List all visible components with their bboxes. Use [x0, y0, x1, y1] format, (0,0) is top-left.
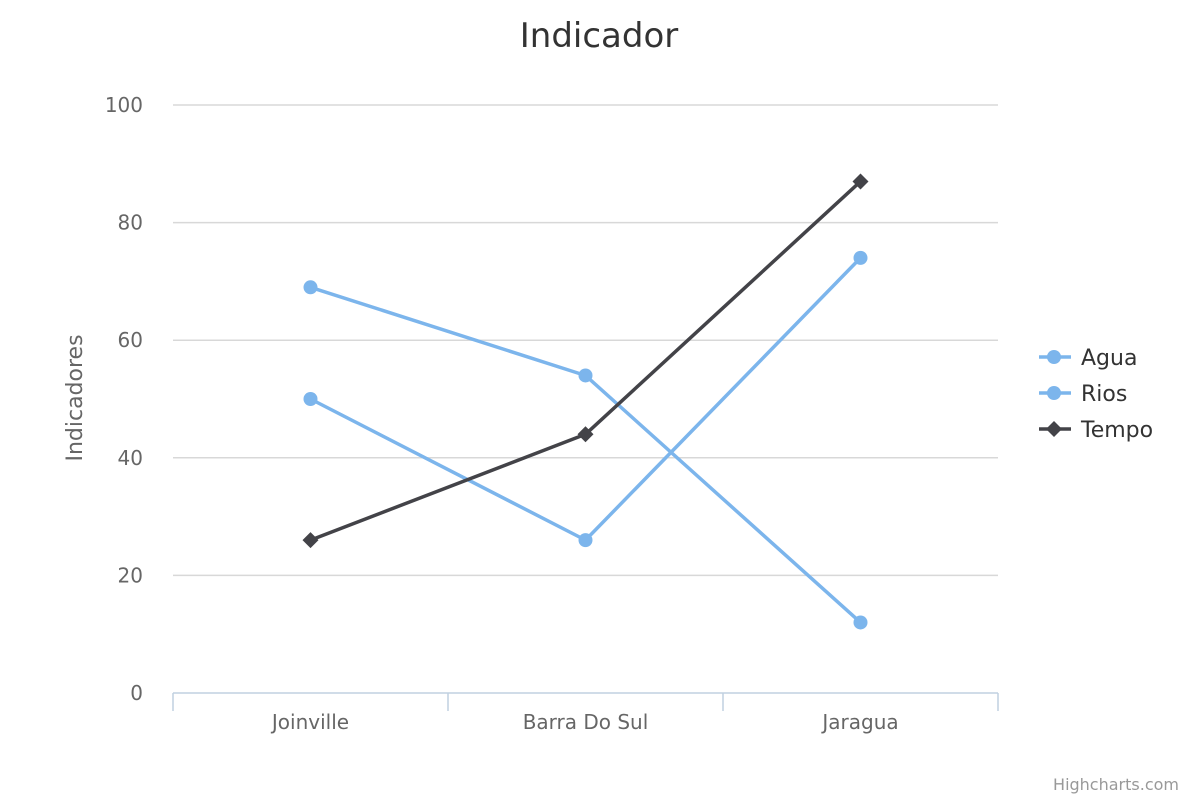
- legend-symbol-marker[interactable]: [1047, 386, 1061, 400]
- y-tick-label: 80: [118, 211, 143, 235]
- x-tick-label: Barra Do Sul: [523, 710, 649, 734]
- legend[interactable]: Agua Rios Tempo: [1039, 346, 1153, 443]
- x-tick-label: Joinville: [270, 710, 349, 734]
- x-tick-label: Jaragua: [820, 710, 898, 734]
- y-tick-label: 40: [118, 446, 143, 470]
- series-line[interactable]: [308, 179, 863, 542]
- data-point[interactable]: [853, 615, 868, 630]
- legend-label: Tempo: [1080, 418, 1153, 443]
- data-point[interactable]: [578, 533, 593, 548]
- x-axis: Joinville Barra Do Sul Jaragua: [172, 692, 999, 734]
- series-line[interactable]: [308, 285, 863, 625]
- y-tick-label: 60: [118, 328, 143, 352]
- legend-symbol-marker[interactable]: [1047, 350, 1061, 364]
- data-point[interactable]: [852, 173, 869, 190]
- legend-label: Agua: [1081, 346, 1137, 371]
- y-tick-label: 0: [130, 681, 143, 705]
- legend-symbol-marker[interactable]: [1046, 421, 1062, 437]
- legend-label: Rios: [1081, 382, 1127, 407]
- y-tick-label: 20: [118, 563, 143, 587]
- y-axis-ticks: 0 20 40 60 80 100: [105, 93, 143, 705]
- chart-title: Indicador: [520, 16, 679, 56]
- data-point[interactable]: [578, 368, 593, 383]
- data-point[interactable]: [303, 280, 318, 295]
- legend-item-agua[interactable]: Agua: [1039, 346, 1137, 371]
- series-rios[interactable]: [303, 250, 868, 548]
- gridlines: [173, 104, 998, 577]
- data-point[interactable]: [302, 532, 319, 549]
- series: [302, 173, 869, 630]
- data-point[interactable]: [853, 250, 868, 265]
- series-tempo[interactable]: [302, 173, 869, 549]
- data-point[interactable]: [303, 392, 318, 406]
- series-agua[interactable]: [303, 280, 868, 630]
- y-tick-label: 100: [105, 93, 143, 117]
- y-axis-title: Indicadores: [63, 334, 88, 461]
- credits-link[interactable]: Highcharts.com: [1053, 775, 1179, 794]
- series-line[interactable]: [308, 256, 863, 542]
- legend-item-tempo[interactable]: Tempo: [1039, 418, 1153, 443]
- legend-item-rios[interactable]: Rios: [1039, 382, 1127, 407]
- data-point[interactable]: [577, 426, 594, 443]
